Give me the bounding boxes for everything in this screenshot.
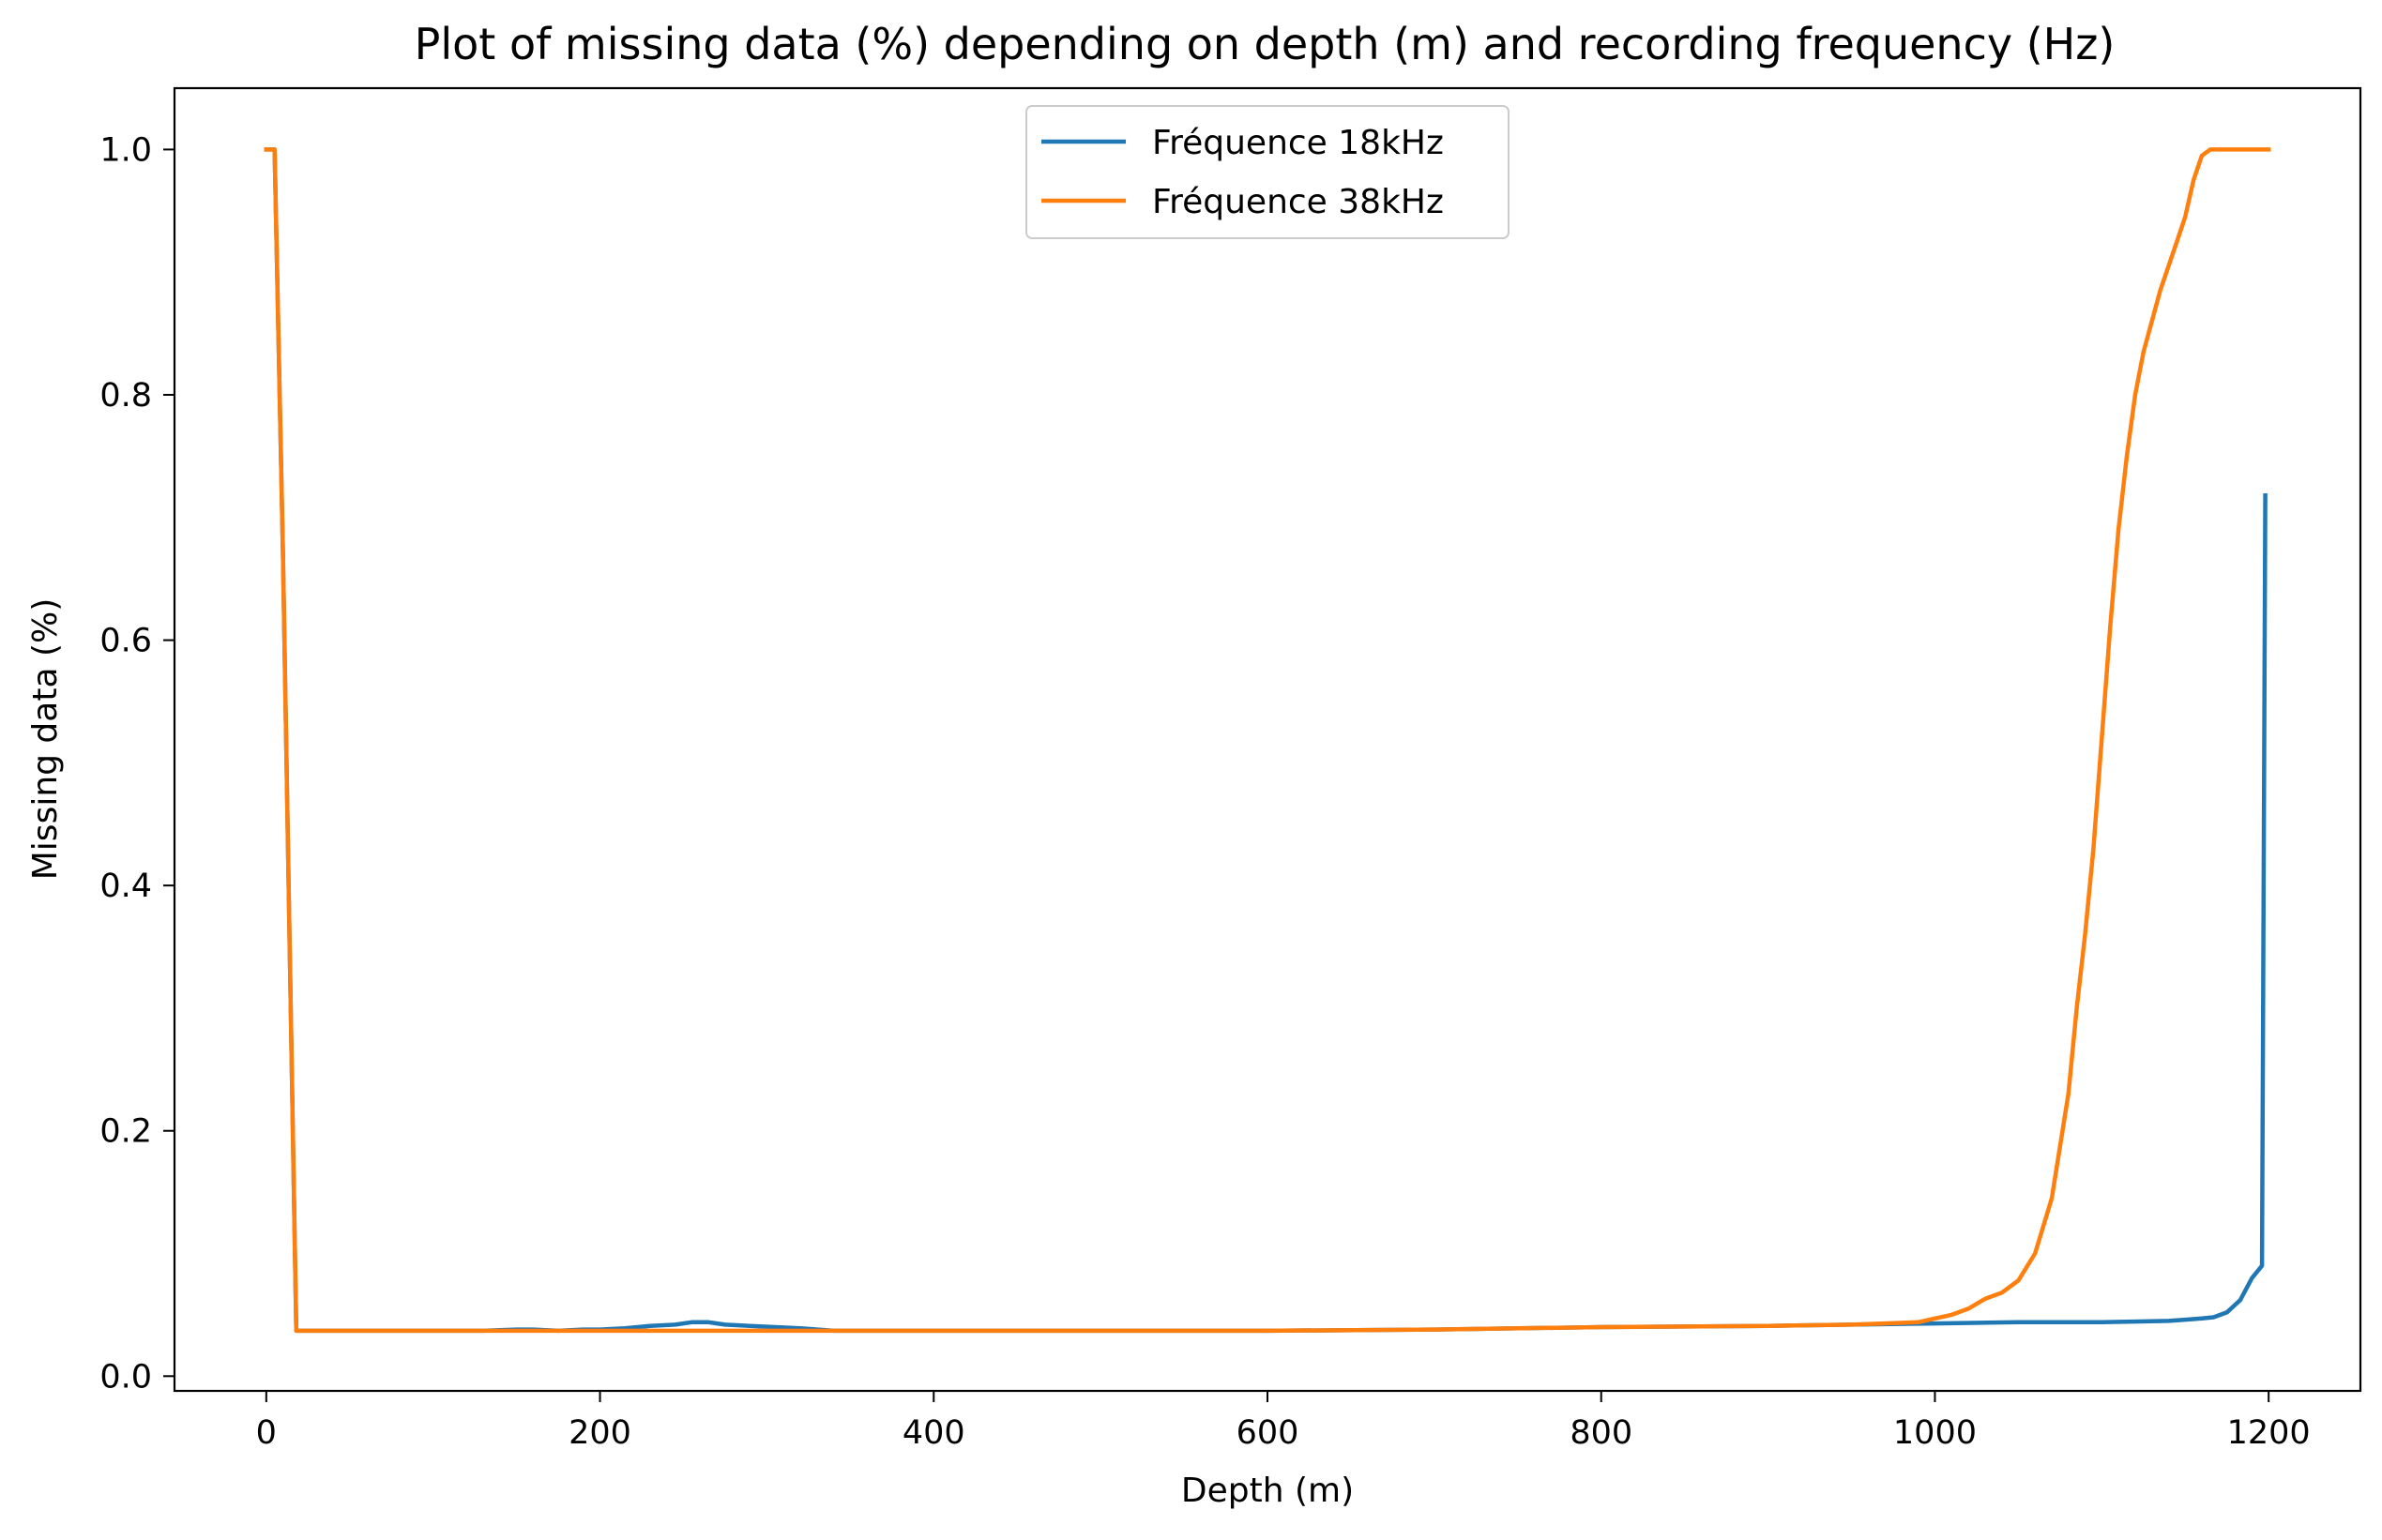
x-tick-label-1000: 1000 [1893,1414,1977,1452]
x-tick-label-600: 600 [1237,1414,1299,1452]
y-axis-ticks: 0.0 0.2 0.4 0.6 0.8 1.0 [99,131,174,1396]
legend-box [1025,105,1510,239]
y-tick-label-0-0: 0.0 [99,1358,152,1396]
legend-label-38khz: Fréquence 38kHz [1152,183,1444,221]
y-tick-label-0-6: 0.6 [99,623,152,660]
x-tick-label-200: 200 [569,1414,631,1452]
chart-title: Plot of missing data (%) depending on de… [415,19,2116,69]
x-tick-label-1200: 1200 [2227,1414,2311,1452]
x-tick-label-400: 400 [903,1414,965,1452]
x-tick-label-800: 800 [1570,1414,1632,1452]
series-layer [264,147,2271,1334]
y-axis-label: Missing data (%) [26,598,65,881]
y-tick-label-0-8: 0.8 [99,377,152,415]
y-tick-label-1-0: 1.0 [99,131,152,169]
plot-area [174,88,2360,1391]
legend: Fréquence 18kHz Fréquence 38kHz [1025,105,1510,239]
x-axis-ticks: 0 200 400 600 800 1000 1200 [256,1391,2311,1452]
x-axis-label: Depth (m) [1181,1472,1354,1510]
y-tick-label-0-4: 0.4 [99,868,152,905]
series-line-fr-quence-38khz [264,147,2271,1334]
x-tick-label-0: 0 [256,1414,277,1452]
y-tick-label-0-2: 0.2 [99,1113,152,1151]
legend-label-18khz: Fréquence 18kHz [1152,124,1444,162]
